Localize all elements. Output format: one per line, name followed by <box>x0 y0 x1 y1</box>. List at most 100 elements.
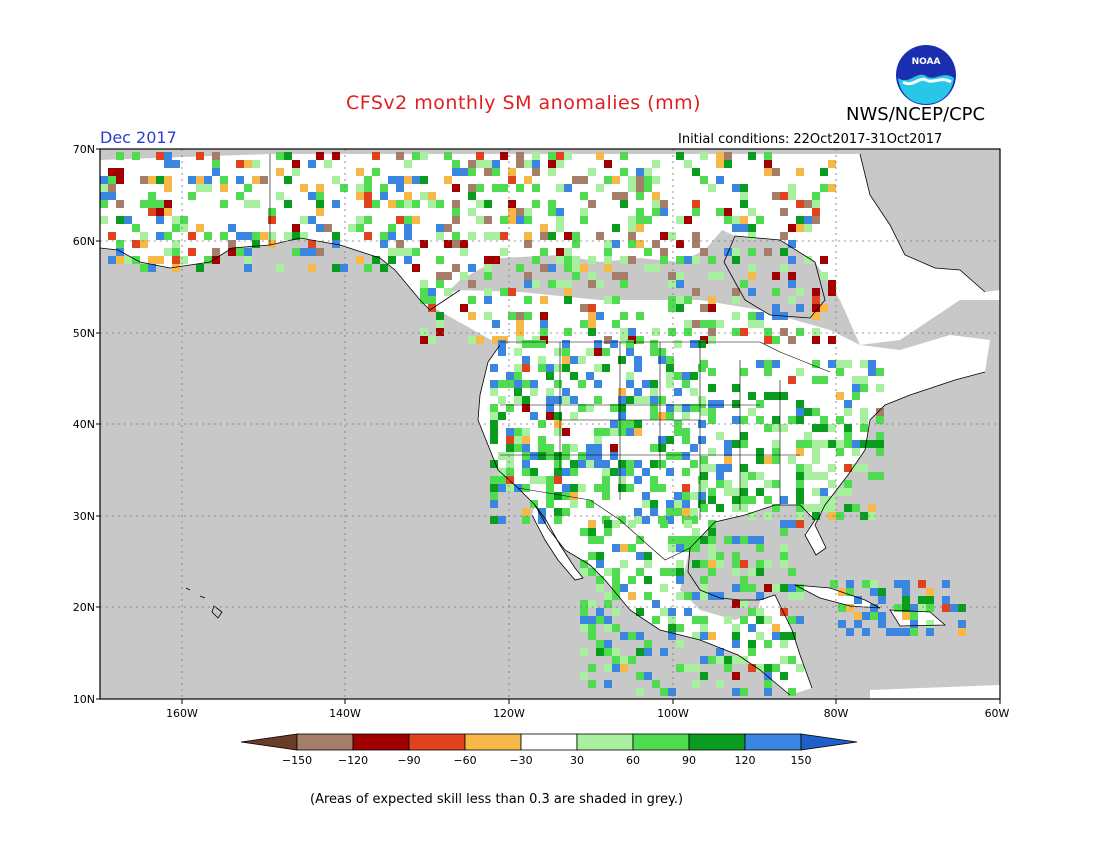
anomaly-cell <box>276 152 284 160</box>
anomaly-cell <box>820 304 828 312</box>
anomaly-cell <box>716 400 724 408</box>
anomaly-cell <box>516 152 524 160</box>
anomaly-cell <box>902 612 910 620</box>
anomaly-cell <box>500 152 508 160</box>
anomaly-cell <box>498 412 506 420</box>
lon-label: 120W <box>493 707 525 720</box>
lat-ticks <box>96 148 100 700</box>
anomaly-cells <box>100 152 966 696</box>
anomaly-cell <box>902 628 910 636</box>
anomaly-cell <box>412 264 420 272</box>
anomaly-cell <box>852 392 860 400</box>
anomaly-cell <box>676 272 684 280</box>
anomaly-cell <box>700 152 708 160</box>
anomaly-cell <box>148 264 156 272</box>
anomaly-cell <box>668 544 676 552</box>
anomaly-cell <box>572 176 580 184</box>
anomaly-cell <box>876 384 884 392</box>
anomaly-cell <box>604 680 612 688</box>
anomaly-cell <box>796 472 804 480</box>
anomaly-cell <box>804 440 812 448</box>
legend-tick-label: 120 <box>735 754 756 767</box>
anomaly-cell <box>490 500 498 508</box>
anomaly-cell <box>570 444 578 452</box>
anomaly-cell <box>756 664 764 672</box>
anomaly-cell <box>804 472 812 480</box>
anomaly-cell <box>700 304 708 312</box>
anomaly-cell <box>628 520 636 528</box>
anomaly-cell <box>276 192 284 200</box>
anomaly-cell <box>538 356 546 364</box>
anomaly-cell <box>666 468 674 476</box>
anomaly-cell <box>644 640 652 648</box>
anomaly-cell <box>452 160 460 168</box>
anomaly-cell <box>316 184 324 192</box>
anomaly-cell <box>570 468 578 476</box>
anomaly-cell <box>364 216 372 224</box>
anomaly-cell <box>780 192 788 200</box>
anomaly-cell <box>554 396 562 404</box>
anomaly-cell <box>308 264 316 272</box>
anomaly-cell <box>636 632 644 640</box>
anomaly-cell <box>756 472 764 480</box>
anomaly-cell <box>586 444 594 452</box>
anomaly-cell <box>716 208 724 216</box>
anomaly-cell <box>812 488 820 496</box>
anomaly-cell <box>620 152 628 160</box>
lon-label: 160W <box>166 707 198 720</box>
anomaly-cell <box>148 192 156 200</box>
lon-labels: 160W 140W 120W 100W 80W 60W <box>166 707 1009 720</box>
anomaly-cell <box>596 640 604 648</box>
anomaly-cell <box>788 584 796 592</box>
anomaly-cell <box>522 460 530 468</box>
anomaly-cell <box>594 484 602 492</box>
anomaly-cell <box>650 404 658 412</box>
anomaly-cell <box>692 320 700 328</box>
anomaly-cell <box>428 192 436 200</box>
anomaly-cell <box>788 656 796 664</box>
anomaly-cell <box>476 160 484 168</box>
anomaly-cell <box>860 384 868 392</box>
anomaly-cell <box>618 356 626 364</box>
anomaly-cell <box>780 584 788 592</box>
anomaly-cell <box>732 536 740 544</box>
anomaly-cell <box>602 468 610 476</box>
legend-swatch <box>464 733 522 751</box>
anomaly-cell <box>580 624 588 632</box>
anomaly-cell <box>772 312 780 320</box>
anomaly-cell <box>676 304 684 312</box>
anomaly-cell <box>204 176 212 184</box>
anomaly-cell <box>562 428 570 436</box>
anomaly-cell <box>498 468 506 476</box>
anomaly-cell <box>580 192 588 200</box>
anomaly-cell <box>724 160 732 168</box>
anomaly-cell <box>396 248 404 256</box>
anomaly-cell <box>196 264 204 272</box>
anomaly-cell <box>708 416 716 424</box>
anomaly-cell <box>748 224 756 232</box>
anomaly-cell <box>524 232 532 240</box>
anomaly-cell <box>506 476 514 484</box>
anomaly-cell <box>116 256 124 264</box>
anomaly-cell <box>284 176 292 184</box>
anomaly-cell <box>676 240 684 248</box>
anomaly-cell <box>556 248 564 256</box>
anomaly-cell <box>764 560 772 568</box>
anomaly-cell <box>732 496 740 504</box>
anomaly-cell <box>412 248 420 256</box>
anomaly-cell <box>332 176 340 184</box>
anomaly-cell <box>772 424 780 432</box>
anomaly-cell <box>820 424 828 432</box>
anomaly-cell <box>578 356 586 364</box>
political-borders <box>269 154 831 561</box>
anomaly-cell <box>682 412 690 420</box>
anomaly-cell <box>748 264 756 272</box>
anomaly-cell <box>788 256 796 264</box>
anomaly-cell <box>564 248 572 256</box>
anomaly-cell <box>620 336 628 344</box>
anomaly-cell <box>804 504 812 512</box>
anomaly-cell <box>820 256 828 264</box>
anomaly-cell <box>546 396 554 404</box>
anomaly-cell <box>668 624 676 632</box>
anomaly-cell <box>894 604 902 612</box>
